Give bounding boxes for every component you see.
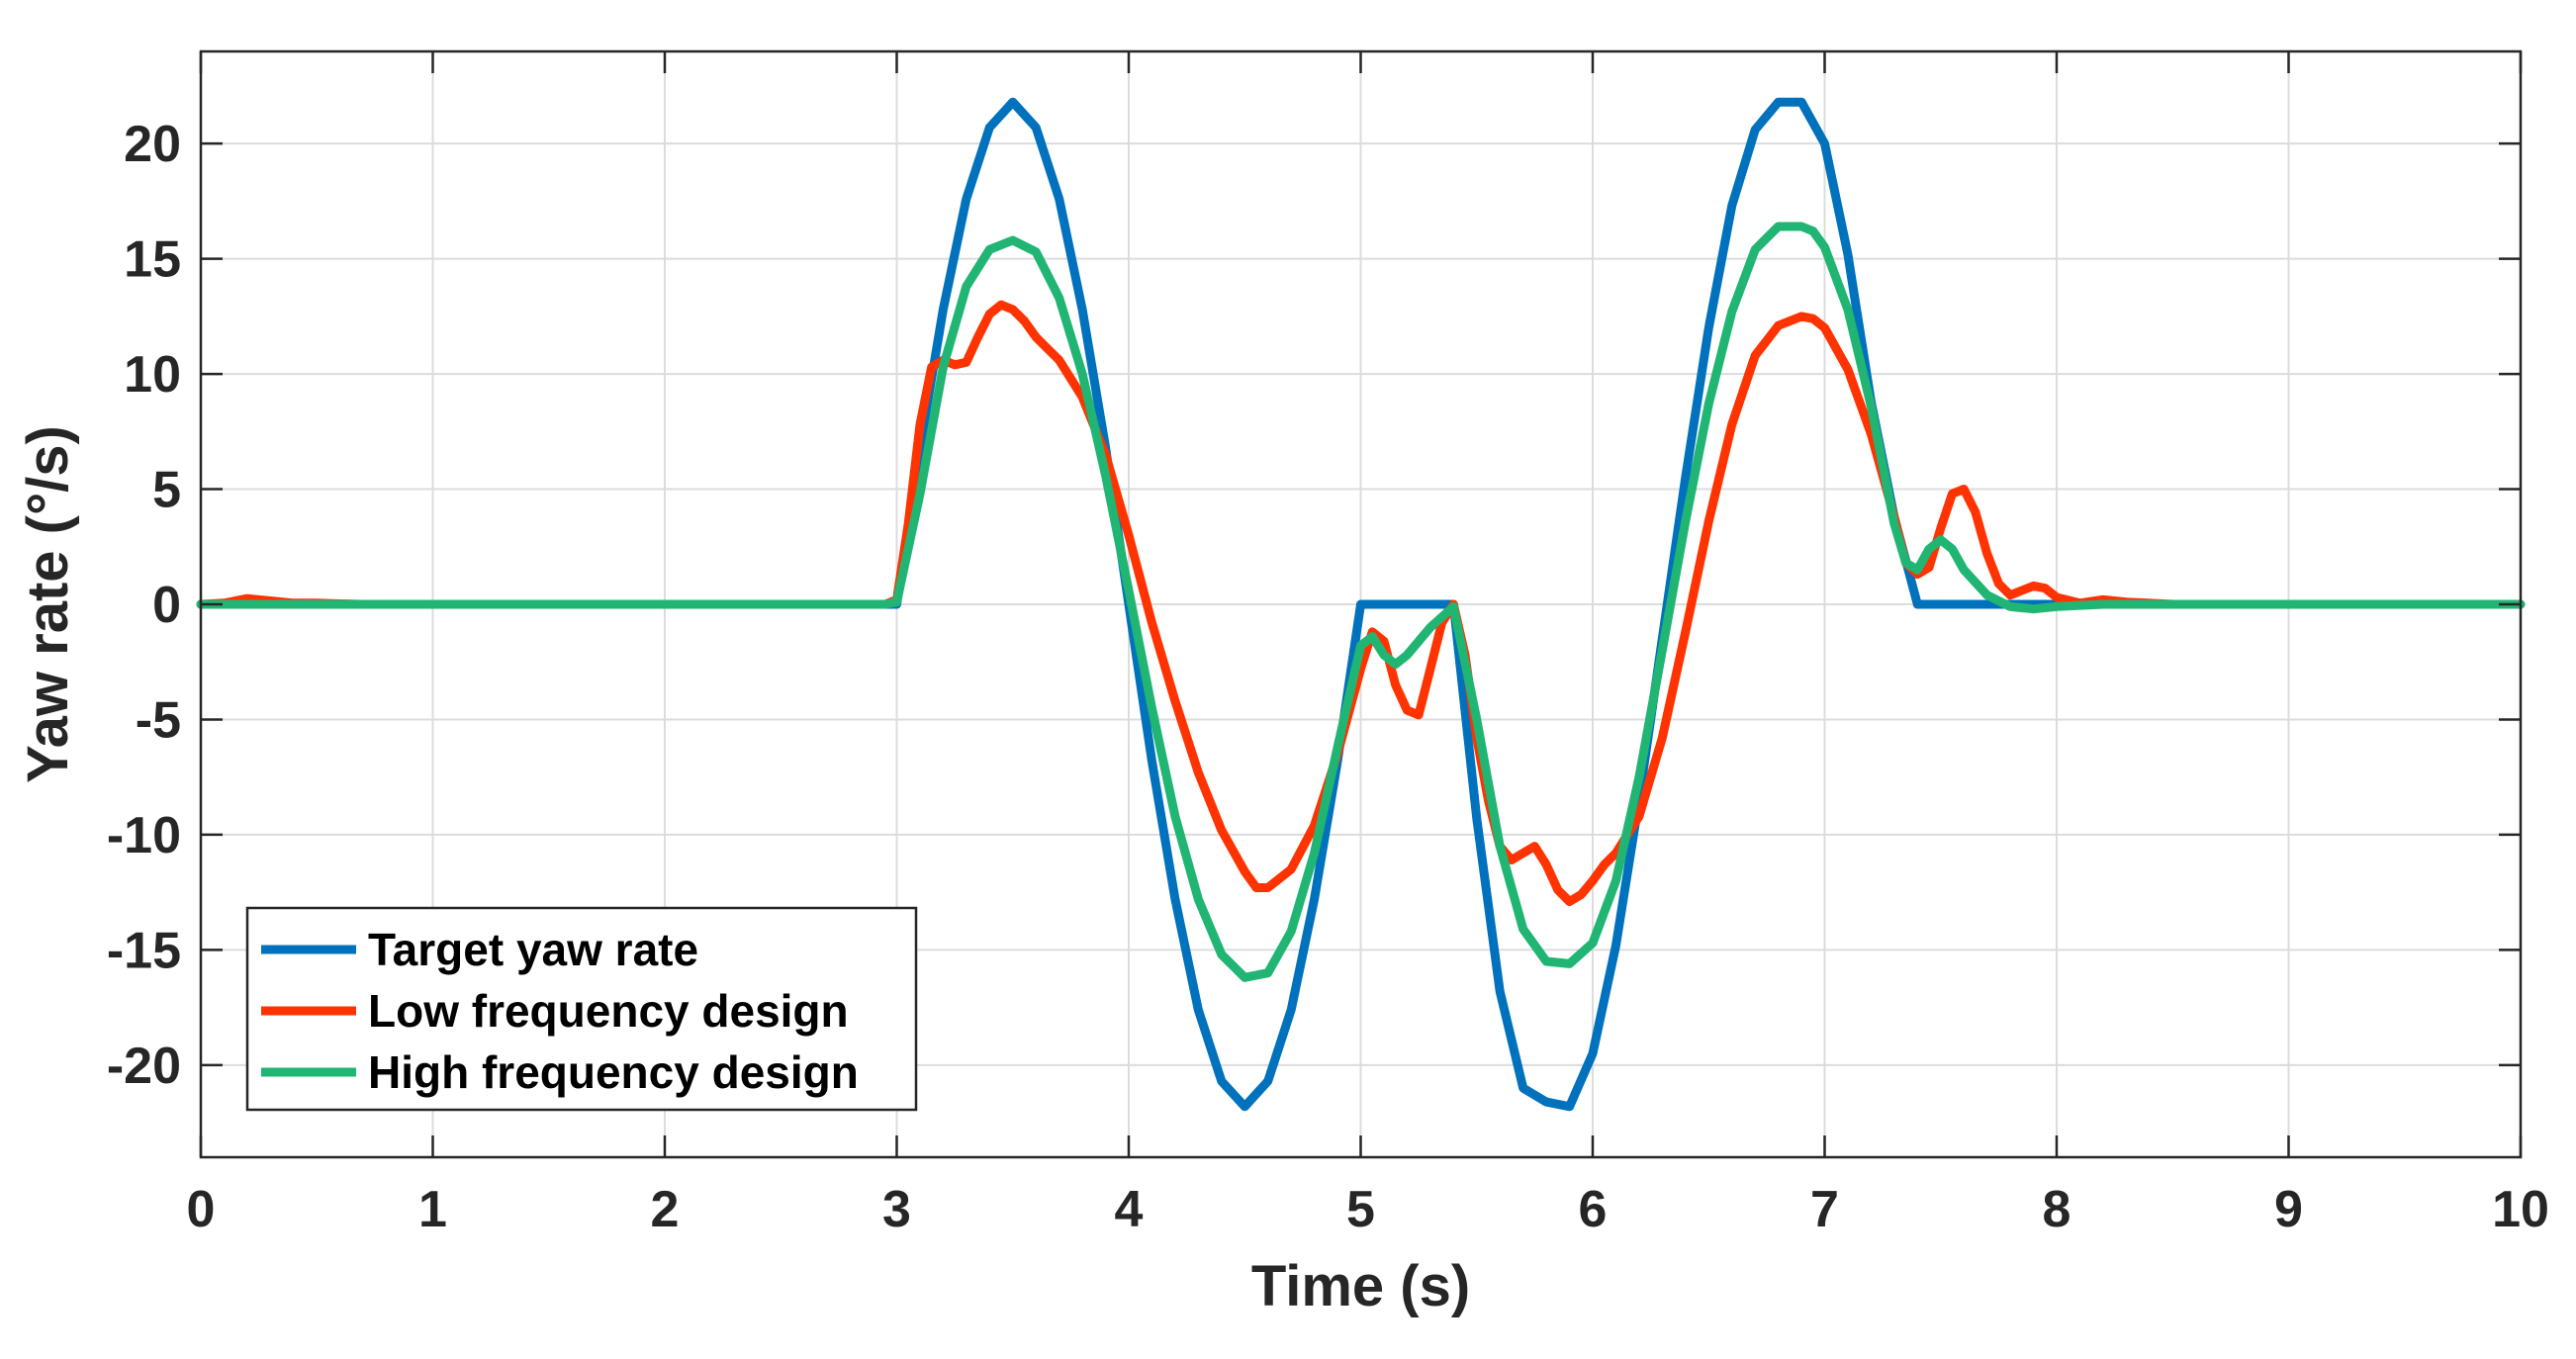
series-group <box>196 97 2526 1112</box>
y-tick-label: -5 <box>136 691 181 749</box>
legend-label-3: High frequency design <box>368 1046 859 1098</box>
series-line-3 <box>196 222 2526 982</box>
legend-label-1: Target yaw rate <box>368 924 698 975</box>
x-tick-labels: 0 1 2 3 4 5 6 7 8 9 10 <box>187 1181 2549 1238</box>
x-tick-label: 6 <box>1579 1181 1608 1238</box>
y-tick-label: -10 <box>107 807 181 864</box>
y-tick-label: -15 <box>107 922 181 979</box>
y-axis-title: Yaw rate (°/s) <box>16 425 80 783</box>
x-tick-label: 3 <box>882 1181 911 1238</box>
y-tick-label: 5 <box>152 462 181 519</box>
y-tick-label: -20 <box>107 1038 181 1095</box>
y-tick-label: 15 <box>124 231 181 289</box>
series-line-1 <box>196 97 2526 1112</box>
x-tick-label: 8 <box>2043 1181 2071 1238</box>
y-tick-label: 0 <box>152 577 181 634</box>
x-axis-title: Time (s) <box>1251 1254 1470 1318</box>
x-tick-label: 5 <box>1346 1181 1375 1238</box>
y-tick-label: 10 <box>124 346 181 404</box>
legend-label-2: Low frequency design <box>368 985 849 1037</box>
x-tick-label: 10 <box>2492 1181 2549 1238</box>
y-tick-labels: -20 -15 -10 -5 0 5 10 15 20 <box>107 116 181 1095</box>
legend: Target yaw rate Low frequency design High … <box>245 906 918 1112</box>
x-tick-label: 1 <box>418 1181 447 1238</box>
y-tick-label: 20 <box>124 116 181 173</box>
tick-marks <box>199 51 2523 1157</box>
x-tick-label: 7 <box>1810 1181 1839 1238</box>
legend-box <box>245 906 918 1112</box>
x-tick-label: 9 <box>2274 1181 2303 1238</box>
x-tick-label: 4 <box>1115 1181 1144 1238</box>
legend-items: Target yaw rate Low frequency design High … <box>261 924 859 1098</box>
x-tick-label: 0 <box>187 1181 216 1238</box>
x-tick-label: 2 <box>651 1181 680 1238</box>
